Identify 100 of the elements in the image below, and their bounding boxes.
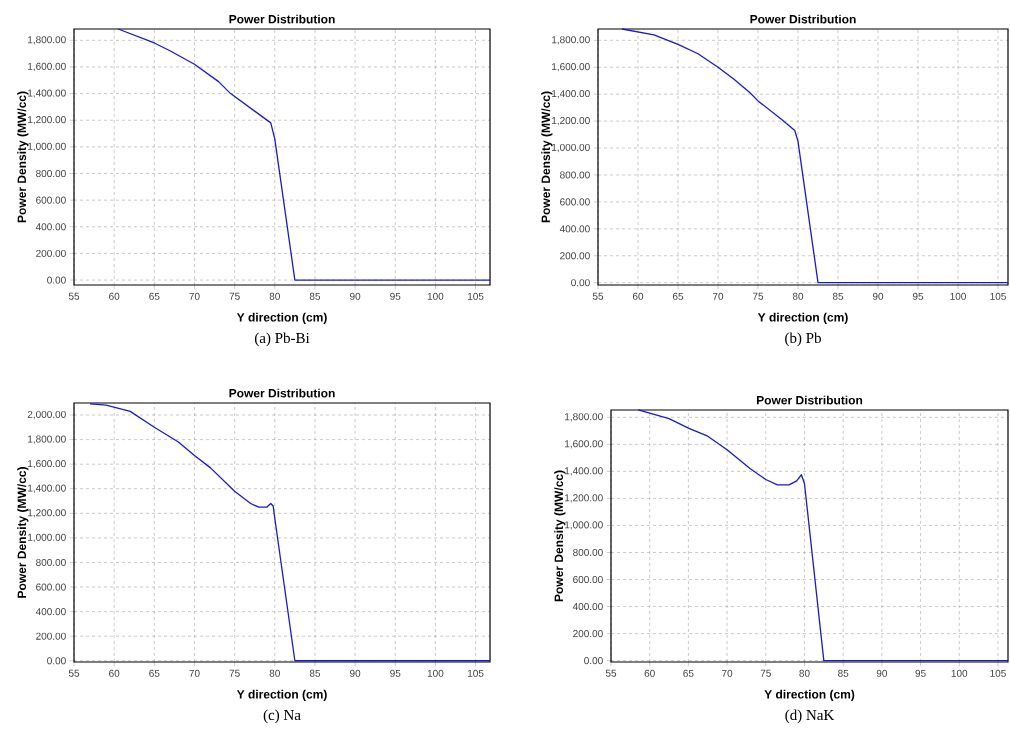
x-axis-title: Y direction (cm) <box>764 689 855 701</box>
x-tick-label: 95 <box>390 669 401 677</box>
y-axis-title: Power Density (MW/cc) <box>17 467 29 598</box>
chart-title: Power Distribution <box>229 388 335 398</box>
y-tick-label: 400.00 <box>572 603 603 611</box>
x-tick-label: 85 <box>309 292 321 300</box>
y-tick-label: 1,800.00 <box>28 36 66 45</box>
x-tick-label: 90 <box>876 669 888 677</box>
x-tick-label: 75 <box>752 292 764 300</box>
y-axis-title: Power Density (MW/cc) <box>554 470 566 602</box>
y-tick-label: 1,200.00 <box>565 494 603 503</box>
text: (b) Pb <box>785 332 821 347</box>
y-tick-label: 600.00 <box>560 198 590 206</box>
x-tick-label: 80 <box>799 669 810 677</box>
x-tick-label: 65 <box>683 669 694 677</box>
y-tick-label: 800.00 <box>36 169 66 178</box>
x-axis-title: Y direction (cm) <box>757 312 848 324</box>
y-tick-label: 400.00 <box>35 223 66 231</box>
x-tick-label: 90 <box>350 292 361 300</box>
y-tick-label: 200.00 <box>560 252 590 260</box>
y-tick-label: 0.00 <box>47 657 66 665</box>
y-tick-label: 600.00 <box>36 583 66 591</box>
x-tick-label: 85 <box>832 292 844 300</box>
x-tick-label: 55 <box>68 669 80 677</box>
x-tick-label: 105 <box>990 669 1006 677</box>
y-tick-label: 400.00 <box>35 608 66 616</box>
y-tick-label: 1,800.00 <box>28 435 66 444</box>
x-tick-label: 75 <box>229 292 240 300</box>
x-tick-label: 70 <box>189 292 200 300</box>
x-tick-label: 100 <box>427 669 444 677</box>
y-tick-label: 1,400.00 <box>28 89 66 98</box>
y-tick-label: 1,600.00 <box>565 440 603 449</box>
x-tick-label: 75 <box>760 669 771 677</box>
x-tick-label: 95 <box>390 292 401 300</box>
y-tick-label: 800.00 <box>573 548 603 557</box>
y-tick-label: 600.00 <box>573 575 603 584</box>
y-tick-label: 1,000.00 <box>28 533 66 543</box>
y-tick-label: 1,000.00 <box>565 521 603 530</box>
x-tick-label: 65 <box>149 669 160 677</box>
x-tick-label: 90 <box>350 669 361 677</box>
y-tick-label: 2,000.00 <box>27 410 66 420</box>
x-axis-title: Y direction (cm) <box>236 312 327 324</box>
y-tick-label: 1,600.00 <box>28 460 66 469</box>
x-tick-label: 100 <box>951 669 968 677</box>
y-tick-label: 200.00 <box>36 632 66 640</box>
chart-title: Power Distribution <box>750 14 856 24</box>
y-tick-label: 800.00 <box>36 558 66 566</box>
x-tick-label: 70 <box>189 669 200 677</box>
y-tick-label: 1,400.00 <box>552 90 590 99</box>
x-tick-label: 70 <box>712 292 724 300</box>
y-tick-label: 0.00 <box>584 657 603 665</box>
x-tick-label: 80 <box>269 292 280 300</box>
x-tick-label: 100 <box>427 292 444 300</box>
y-tick-label: 400.00 <box>559 225 590 233</box>
x-tick-label: 60 <box>109 669 120 677</box>
x-tick-label: 80 <box>269 669 280 677</box>
x-tick-label: 70 <box>722 669 733 677</box>
y-tick-label: 1,000.00 <box>28 142 66 152</box>
y-tick-label: 1,800.00 <box>565 413 603 422</box>
x-tick-label: 80 <box>792 292 804 300</box>
x-tick-label: 75 <box>229 669 240 677</box>
x-tick-label: 105 <box>467 292 484 300</box>
x-tick-label: 55 <box>592 292 604 300</box>
text: (a) Pb-Bi <box>254 332 310 347</box>
y-axis-title: Power Density (MW/cc) <box>17 91 29 223</box>
y-tick-label: 1,400.00 <box>28 484 66 493</box>
y-tick-label: 600.00 <box>36 196 66 204</box>
y-tick-label: 1,600.00 <box>552 63 590 72</box>
x-tick-label: 105 <box>467 669 484 677</box>
x-tick-label: 55 <box>68 292 80 300</box>
y-tick-label: 1,200.00 <box>28 509 66 518</box>
y-tick-label: 1,200.00 <box>552 116 590 126</box>
x-tick-label: 60 <box>109 292 120 300</box>
y-tick-label: 1,800.00 <box>552 36 590 45</box>
y-tick-label: 800.00 <box>560 171 590 179</box>
chart-title: Power Distribution <box>229 14 335 24</box>
y-tick-label: 1,000.00 <box>552 143 590 153</box>
line-series <box>637 409 1009 662</box>
x-tick-label: 65 <box>149 292 160 300</box>
line-series <box>621 28 1009 284</box>
x-tick-label: 65 <box>672 292 684 300</box>
text: (c) Na <box>263 709 301 724</box>
line-series <box>89 403 491 662</box>
x-tick-label: 60 <box>644 669 655 677</box>
x-tick-label: 60 <box>632 292 644 300</box>
y-axis-title: Power Density (MW/cc) <box>541 91 553 223</box>
text: (d) NaK <box>785 709 835 724</box>
y-tick-label: 0.00 <box>571 279 590 287</box>
x-axis-title: Y direction (cm) <box>236 689 327 701</box>
y-tick-label: 1,400.00 <box>565 467 603 476</box>
x-tick-label: 85 <box>838 669 849 677</box>
y-tick-label: 200.00 <box>573 630 603 638</box>
x-tick-label: 95 <box>915 669 926 677</box>
x-tick-label: 100 <box>950 292 966 300</box>
chart-title: Power Distribution <box>756 395 863 405</box>
x-tick-label: 55 <box>605 669 617 677</box>
x-tick-label: 105 <box>990 292 1006 300</box>
x-tick-label: 95 <box>912 292 924 300</box>
y-tick-label: 200.00 <box>36 249 66 257</box>
x-tick-label: 90 <box>872 292 884 300</box>
